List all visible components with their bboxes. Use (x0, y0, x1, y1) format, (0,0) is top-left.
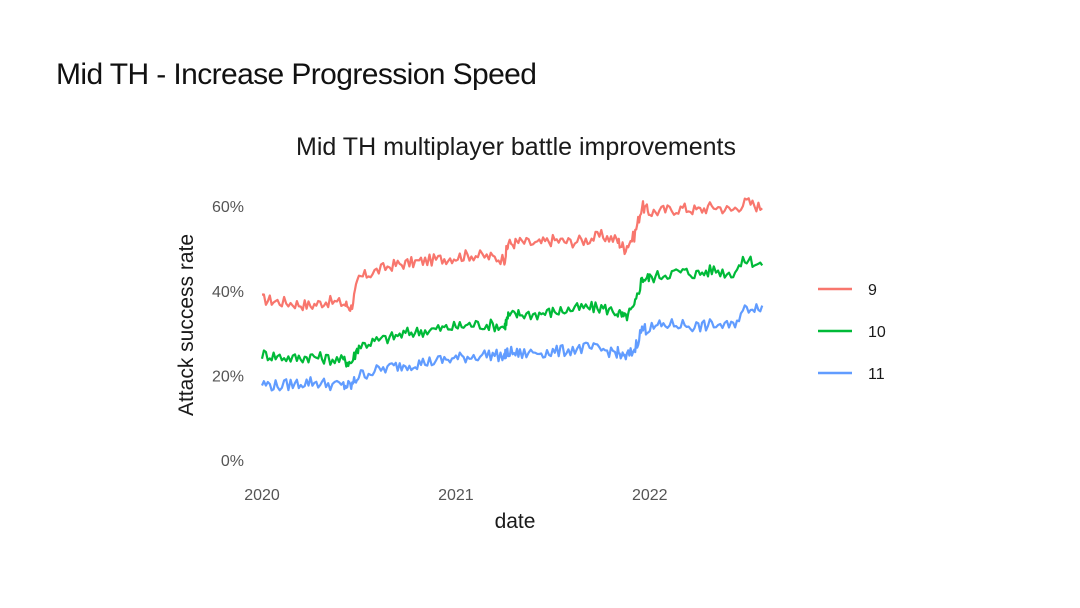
y-axis-ticks: 0% 20% 40% 60% (212, 199, 244, 470)
x-axis-ticks: 2020 2021 2022 (244, 487, 667, 504)
legend-label-9: 9 (868, 282, 877, 299)
chart-title: Mid TH multiplayer battle improvements (296, 133, 736, 161)
slide-title: Mid TH - Increase Progression Speed (56, 58, 537, 91)
y-tick-label: 60% (212, 199, 244, 216)
legend-label-11: 11 (868, 366, 885, 383)
x-tick-label: 2022 (632, 487, 668, 504)
x-tick-label: 2021 (438, 487, 474, 504)
y-tick-label: 20% (212, 368, 244, 385)
series-line-9 (261, 197, 763, 312)
legend: 9 10 11 (818, 282, 886, 383)
x-axis-label: date (495, 510, 536, 533)
series-lines (260, 197, 764, 392)
series-line-11 (260, 303, 764, 392)
series-line-10 (260, 255, 764, 368)
y-tick-label: 0% (221, 453, 244, 470)
y-axis-label: Attack success rate (175, 234, 198, 416)
y-tick-label: 40% (212, 284, 244, 301)
x-tick-label: 2020 (244, 487, 280, 504)
legend-label-10: 10 (868, 324, 886, 341)
